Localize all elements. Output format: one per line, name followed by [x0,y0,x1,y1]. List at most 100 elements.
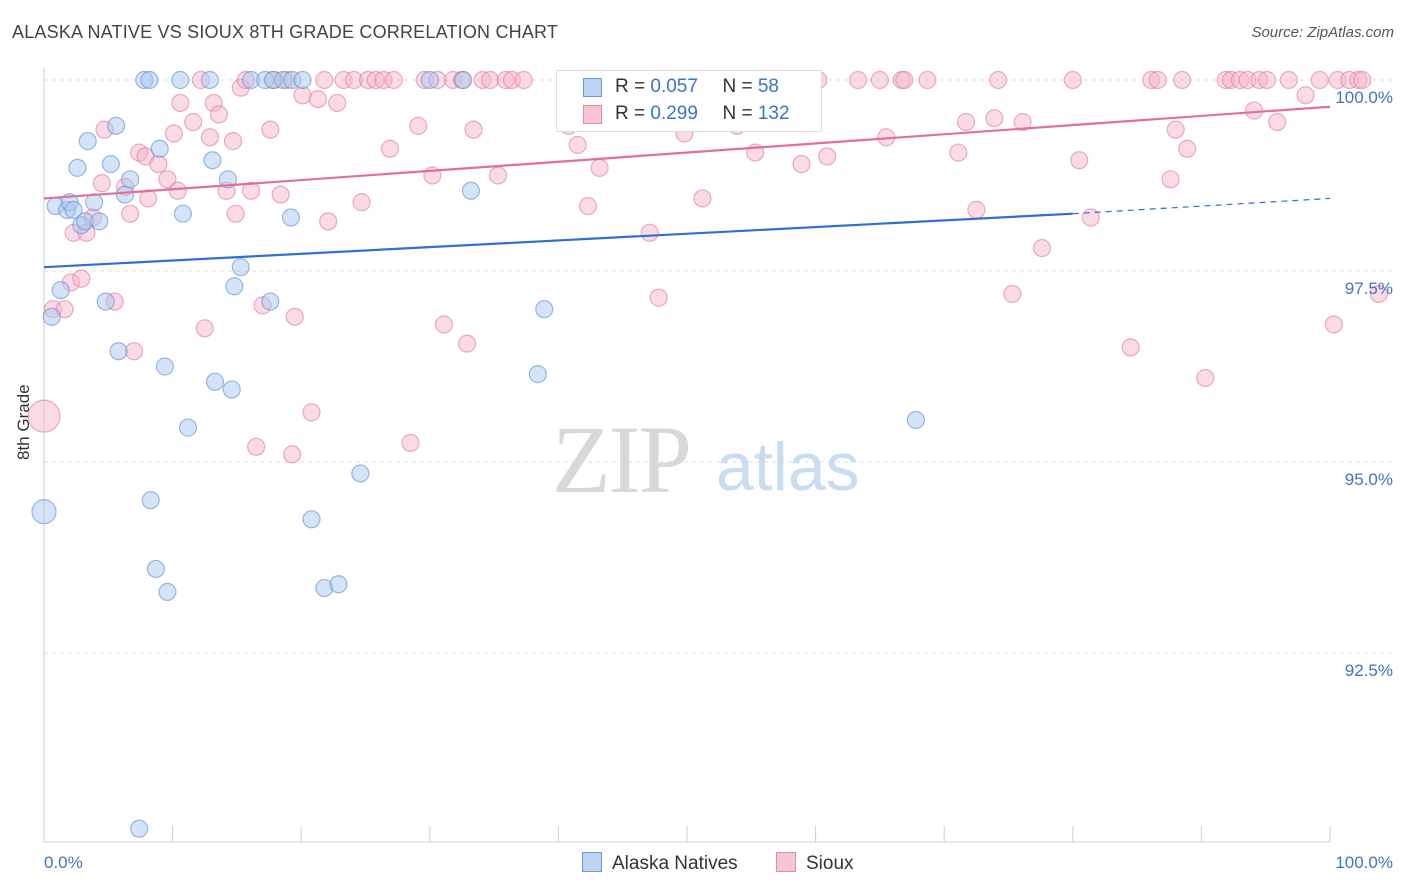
sioux-point [514,70,533,90]
sioux-point [918,70,937,90]
sioux-point [241,181,261,200]
sioux-point [1279,70,1298,90]
sioux-point [464,120,483,139]
y-tick-label: 92.5% [1345,661,1393,680]
alaska-point [225,277,244,296]
alaska-point [906,410,926,430]
sioux-point [271,185,290,204]
sioux-point [1324,315,1343,334]
sioux-point [792,154,811,174]
legend: R = 0.057 N = 58 R = 0.299 N = 132 [556,70,822,132]
alaska-point [51,281,70,300]
alaska-point [420,70,439,90]
alaska-point [85,193,104,212]
sioux-point [1310,70,1329,90]
y-tick-label: 97.5% [1345,279,1393,298]
legend-r-value: 0.057 [650,76,698,97]
legend-swatch-sioux [583,105,602,124]
sioux-point [457,334,477,353]
alaska-point [42,307,61,326]
sioux-point [568,135,587,155]
alaska-point [121,170,140,189]
sioux-point [1013,112,1032,132]
alaska-point [78,132,97,151]
sioux-point [640,223,659,242]
sioux-point [223,132,243,151]
sioux-point [578,196,598,216]
sioux-point [149,154,168,174]
alaska-point [461,181,481,200]
trend-line-alaska [43,212,1073,269]
trend-line-alaska-extension [1072,197,1331,215]
sioux-point [649,288,668,307]
sioux-point [1161,170,1180,189]
alaska-point [293,70,312,90]
alaska-point [454,70,473,90]
sioux-point [401,433,420,452]
alaska-point [140,70,159,90]
grid-lines [44,79,1395,654]
sioux-point [956,112,976,132]
bottom-legend-swatch-alaska [582,852,602,872]
sioux-point [481,70,500,90]
watermark: ZIP atlas [552,406,860,513]
sioux-point [164,124,183,143]
alaska-point [68,158,87,177]
sioux-point [409,116,428,135]
alaska-point [158,582,177,601]
sioux-point [1268,112,1287,132]
trend-line-sioux [43,105,1331,200]
alaska-point [96,292,115,311]
legend-row-alaska: R = 0.057 N = 58 [615,76,779,98]
sioux-point [121,204,140,223]
bottom-legend-label-alaska: Alaska Natives [612,853,738,874]
axes [43,68,1331,843]
sioux-point [818,147,837,166]
sioux-point [1245,101,1264,120]
alaska-point [171,70,190,90]
alaska-point [155,357,174,376]
sioux-point [848,70,868,90]
sioux-point [1081,208,1100,227]
sioux-point [989,70,1008,90]
sioux-point [985,109,1004,128]
alaska-point [222,380,241,399]
y-tick-label: 100.0% [1335,88,1393,107]
legend-swatch-alaska [583,78,602,97]
alaska-point [203,151,222,170]
sioux-point [352,193,371,212]
watermark-atlas: atlas [716,429,860,505]
alaska-point [173,204,192,223]
sioux-point [184,112,203,132]
alaska-point [200,70,219,90]
legend-r-label: R = [615,103,651,124]
sioux-point [200,128,219,147]
legend-n-label: N = [722,103,758,124]
sioux-point [247,437,266,456]
bottom-legend-label-sioux: Sioux [806,853,854,874]
alaska-point [231,258,250,277]
alaska-point [146,559,165,579]
legend-r-label: R = [615,76,651,97]
alaska-point [281,208,301,227]
alaska-point [109,342,128,361]
sioux-point [380,139,400,158]
alaska-point [31,499,57,525]
sioux-point [195,319,214,338]
bottom-legend-sioux: Sioux [776,852,854,875]
alaska-point [130,819,149,838]
sioux-point [1257,70,1277,90]
alaska-point [205,372,225,391]
alaska-point [141,491,160,510]
x-tick-label: 0.0% [44,853,83,872]
alaska-point [90,212,109,231]
sioux-point [1063,70,1082,90]
sioux-point [1148,70,1167,90]
x-tick-label: 100.0% [1335,853,1393,872]
sioux-point [315,70,334,90]
sioux-point [92,174,111,193]
alaska-point [106,116,126,135]
sioux-point [434,315,454,334]
sioux-point [1166,120,1185,139]
